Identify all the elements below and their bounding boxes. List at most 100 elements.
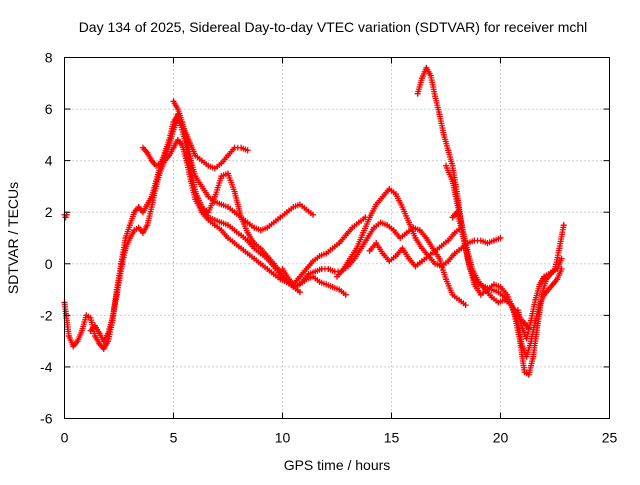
data-point bbox=[443, 162, 449, 169]
series-trace bbox=[416, 67, 530, 330]
data-point bbox=[157, 167, 164, 174]
data-point bbox=[497, 283, 504, 290]
series-7 bbox=[334, 186, 504, 280]
data-point bbox=[497, 235, 504, 241]
series-4 bbox=[170, 98, 317, 234]
series-trace bbox=[185, 154, 347, 296]
data-point bbox=[153, 162, 160, 169]
data-point bbox=[449, 178, 456, 185]
y-axis-title: SDTVAR / TECUs bbox=[5, 182, 21, 294]
data-point bbox=[336, 286, 343, 293]
data-point bbox=[198, 209, 205, 216]
data-point bbox=[545, 286, 552, 293]
data-point bbox=[96, 330, 103, 337]
data-point bbox=[251, 245, 258, 252]
data-point bbox=[366, 214, 373, 221]
data-point bbox=[270, 271, 277, 278]
data-point bbox=[122, 245, 129, 252]
data-point bbox=[244, 237, 251, 244]
data-point bbox=[462, 302, 469, 309]
data-point bbox=[397, 235, 404, 241]
data-point bbox=[225, 204, 231, 211]
data-point bbox=[251, 255, 258, 262]
data-point bbox=[427, 72, 434, 79]
series-10 bbox=[443, 162, 565, 360]
data-point bbox=[458, 224, 465, 231]
data-point bbox=[541, 273, 548, 280]
data-point bbox=[205, 209, 212, 216]
data-point bbox=[231, 227, 238, 234]
data-point bbox=[225, 222, 231, 229]
data-point bbox=[412, 235, 419, 241]
data-point bbox=[238, 245, 245, 252]
data-point bbox=[257, 260, 264, 267]
data-point bbox=[303, 265, 310, 272]
data-point bbox=[299, 278, 306, 285]
data-point bbox=[139, 229, 146, 236]
data-point bbox=[386, 258, 393, 265]
x-tick-label: 5 bbox=[170, 430, 178, 446]
data-point bbox=[534, 322, 541, 329]
data-point bbox=[451, 250, 458, 257]
x-axis-title: GPS time / hours bbox=[284, 457, 391, 473]
data-point bbox=[436, 111, 443, 118]
data-point bbox=[183, 137, 190, 144]
data-point bbox=[525, 371, 532, 378]
data-point bbox=[495, 299, 502, 306]
data-point bbox=[360, 229, 367, 236]
data-point bbox=[231, 209, 238, 216]
series-markers bbox=[334, 186, 504, 280]
data-point bbox=[218, 160, 225, 167]
data-point bbox=[257, 227, 264, 234]
data-point bbox=[296, 289, 303, 296]
data-point bbox=[490, 281, 497, 288]
data-point bbox=[405, 219, 412, 226]
data-point bbox=[521, 369, 528, 376]
y-tick-label: 2 bbox=[45, 204, 53, 220]
data-point bbox=[419, 75, 426, 82]
data-point bbox=[187, 167, 194, 174]
data-point bbox=[436, 255, 443, 262]
data-point bbox=[423, 235, 430, 241]
x-tick-label: 0 bbox=[61, 430, 69, 446]
data-point bbox=[471, 281, 478, 288]
data-point bbox=[560, 222, 567, 229]
data-point bbox=[135, 224, 142, 231]
data-point bbox=[290, 204, 297, 211]
data-point bbox=[445, 147, 452, 154]
data-point bbox=[238, 144, 245, 151]
data-point bbox=[342, 232, 349, 239]
data-point bbox=[277, 214, 284, 221]
data-point bbox=[453, 209, 460, 216]
data-point bbox=[303, 206, 310, 213]
data-point bbox=[403, 229, 410, 236]
y-tick-label: -4 bbox=[40, 359, 53, 375]
data-point bbox=[270, 260, 277, 267]
data-point bbox=[166, 142, 173, 149]
data-point bbox=[211, 193, 218, 200]
data-point bbox=[451, 229, 458, 236]
data-point bbox=[334, 273, 340, 280]
data-point bbox=[477, 291, 484, 298]
data-point bbox=[231, 240, 238, 247]
series-markers bbox=[183, 152, 349, 298]
data-point bbox=[432, 260, 439, 267]
data-point bbox=[131, 227, 138, 234]
data-point bbox=[305, 271, 312, 278]
data-point bbox=[270, 219, 277, 226]
y-tick-label: 0 bbox=[45, 256, 53, 272]
data-point bbox=[96, 340, 103, 347]
data-point bbox=[530, 353, 537, 360]
data-point bbox=[174, 137, 181, 144]
axis-layer: 0 5 10 15 20 25 -6 -4 -2 0 2 4 6 8 bbox=[40, 50, 617, 446]
series-markers bbox=[170, 98, 317, 234]
data-point bbox=[286, 276, 293, 283]
data-point bbox=[438, 263, 445, 270]
data-point bbox=[549, 268, 556, 275]
data-point bbox=[87, 314, 94, 321]
data-point bbox=[316, 253, 323, 260]
data-point bbox=[244, 219, 251, 226]
series-12 bbox=[514, 255, 565, 342]
